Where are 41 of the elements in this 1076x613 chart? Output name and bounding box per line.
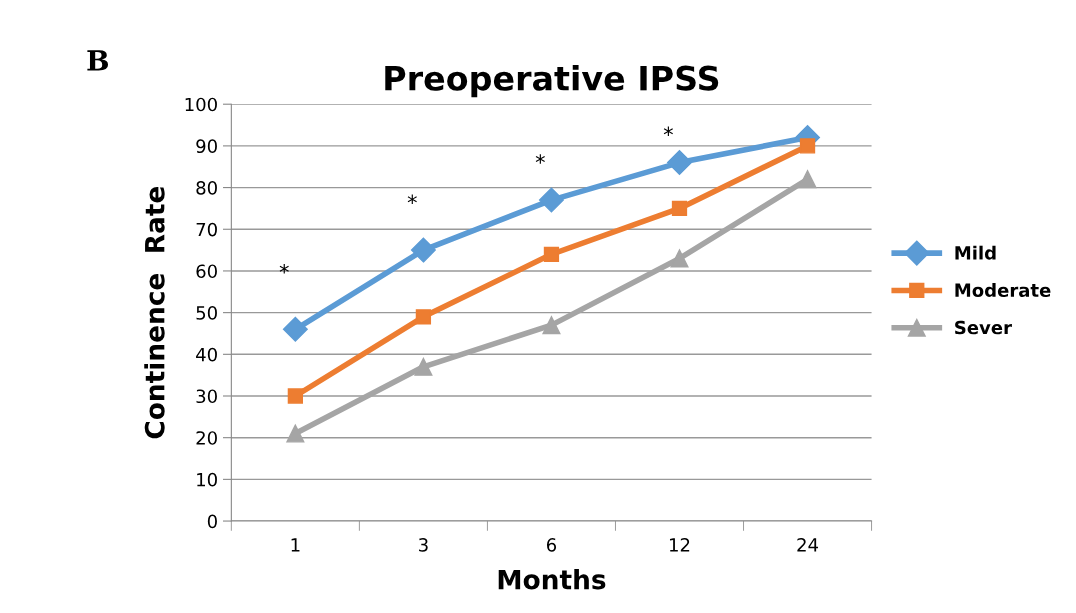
point <box>543 246 560 262</box>
legend-label: Mild <box>955 245 996 260</box>
y-tick-label: 100 <box>185 97 217 112</box>
point <box>667 150 692 176</box>
legend-label: Sever <box>955 320 1012 335</box>
point <box>798 170 817 189</box>
x-tick-label: 24 <box>797 538 819 552</box>
chart-title: Preoperative IPSS <box>385 64 719 98</box>
point <box>415 309 432 325</box>
point <box>414 357 433 376</box>
point <box>670 249 689 268</box>
y-tick-label: 50 <box>196 306 217 320</box>
y-tick-label: 60 <box>196 264 217 279</box>
point <box>542 316 561 335</box>
y-tick-label: 30 <box>196 389 217 404</box>
y-tick-label: 0 <box>207 514 217 529</box>
y-tick-label: 80 <box>196 181 217 195</box>
point <box>282 316 308 342</box>
y-axis-title: Continence Rate <box>144 186 165 439</box>
legend-label: Moderate <box>955 283 1051 298</box>
y-tick-label: 90 <box>196 139 217 154</box>
point <box>538 187 564 213</box>
x-tick-label: 3 <box>419 538 428 552</box>
x-axis-title: Months <box>498 569 606 590</box>
y-tick-label: 40 <box>196 347 217 362</box>
y-tick-label: 10 <box>197 472 217 487</box>
annotation: * <box>407 194 417 205</box>
text: B <box>87 50 109 71</box>
x-tick-label: 6 <box>546 538 557 552</box>
x-tick-label: 12 <box>669 538 690 552</box>
annotation: * <box>279 264 289 274</box>
x-tick-label: 1 <box>291 538 300 552</box>
point <box>287 388 304 404</box>
annotation: * <box>535 154 545 164</box>
point <box>671 200 688 217</box>
annotation: * <box>663 126 673 136</box>
point <box>286 424 305 443</box>
y-tick-label: 70 <box>196 222 217 237</box>
y-tick-label: 20 <box>196 431 217 445</box>
point <box>410 237 436 263</box>
point <box>799 138 816 154</box>
